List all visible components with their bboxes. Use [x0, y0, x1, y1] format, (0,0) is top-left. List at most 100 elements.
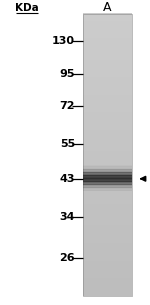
Bar: [82, 20, 132, 24]
Text: 34: 34: [60, 212, 75, 222]
Bar: [82, 187, 132, 188]
Bar: [82, 77, 132, 81]
Bar: [82, 176, 132, 177]
Bar: [82, 17, 132, 21]
Bar: [82, 155, 132, 158]
Bar: [82, 31, 132, 35]
Bar: [82, 171, 132, 172]
Bar: [82, 105, 132, 109]
Bar: [82, 137, 132, 141]
Bar: [82, 181, 132, 182]
Bar: [82, 182, 132, 183]
Bar: [82, 133, 132, 137]
Bar: [82, 253, 132, 257]
Bar: [82, 88, 132, 91]
Bar: [82, 174, 132, 175]
Bar: [82, 183, 132, 184]
Bar: [82, 59, 132, 63]
Bar: [82, 84, 132, 88]
Bar: [82, 260, 132, 264]
Bar: [82, 173, 132, 174]
Bar: [82, 191, 132, 192]
Text: 72: 72: [60, 101, 75, 111]
Bar: [82, 189, 132, 190]
Bar: [82, 162, 132, 165]
Bar: [82, 178, 132, 179]
Bar: [82, 119, 132, 123]
Bar: [82, 24, 132, 28]
Bar: [82, 175, 132, 176]
Bar: [82, 257, 132, 260]
Bar: [82, 207, 132, 211]
Bar: [82, 232, 132, 236]
Bar: [82, 49, 132, 52]
Bar: [82, 56, 132, 59]
Bar: [82, 126, 132, 130]
Bar: [82, 169, 132, 172]
Bar: [82, 221, 132, 225]
Bar: [82, 197, 132, 201]
Bar: [82, 200, 132, 204]
Bar: [82, 112, 132, 116]
Bar: [82, 167, 132, 168]
Bar: [82, 170, 132, 171]
Bar: [82, 81, 132, 84]
Bar: [82, 180, 132, 181]
Bar: [82, 27, 132, 31]
Bar: [82, 63, 132, 66]
Bar: [82, 13, 132, 17]
Bar: [82, 246, 132, 250]
Bar: [82, 243, 132, 246]
Bar: [82, 271, 132, 275]
Bar: [82, 190, 132, 191]
Bar: [82, 144, 132, 148]
Bar: [82, 172, 132, 173]
Bar: [82, 91, 132, 95]
Bar: [82, 168, 132, 169]
Bar: [82, 172, 132, 173]
Bar: [82, 278, 132, 282]
Bar: [82, 282, 132, 285]
Bar: [82, 185, 132, 186]
Bar: [82, 225, 132, 229]
Bar: [82, 193, 132, 197]
Bar: [82, 109, 132, 113]
Bar: [82, 147, 132, 151]
Bar: [82, 52, 132, 56]
Bar: [82, 186, 132, 190]
Bar: [82, 239, 132, 243]
Bar: [82, 140, 132, 144]
Bar: [82, 45, 132, 49]
Bar: [82, 176, 132, 179]
Bar: [82, 179, 132, 183]
Bar: [82, 95, 132, 98]
Bar: [82, 165, 132, 169]
Bar: [82, 264, 132, 268]
Bar: [82, 190, 132, 191]
Bar: [82, 116, 132, 120]
Bar: [82, 123, 132, 127]
Bar: [82, 188, 132, 189]
Bar: [82, 38, 132, 42]
Bar: [82, 228, 132, 232]
Bar: [82, 166, 132, 167]
Bar: [82, 274, 132, 278]
Bar: [82, 98, 132, 102]
Bar: [82, 218, 132, 222]
Bar: [82, 184, 132, 185]
Bar: [82, 74, 132, 77]
Bar: [82, 102, 132, 106]
Bar: [82, 130, 132, 134]
Bar: [82, 34, 132, 38]
Bar: [82, 168, 132, 169]
Bar: [82, 169, 132, 170]
Bar: [82, 177, 132, 178]
Text: 130: 130: [52, 35, 75, 45]
Text: 43: 43: [60, 174, 75, 184]
Bar: [82, 172, 132, 176]
Bar: [82, 267, 132, 271]
Bar: [82, 190, 132, 194]
Bar: [82, 183, 132, 187]
Bar: [82, 186, 132, 187]
Bar: [82, 66, 132, 70]
